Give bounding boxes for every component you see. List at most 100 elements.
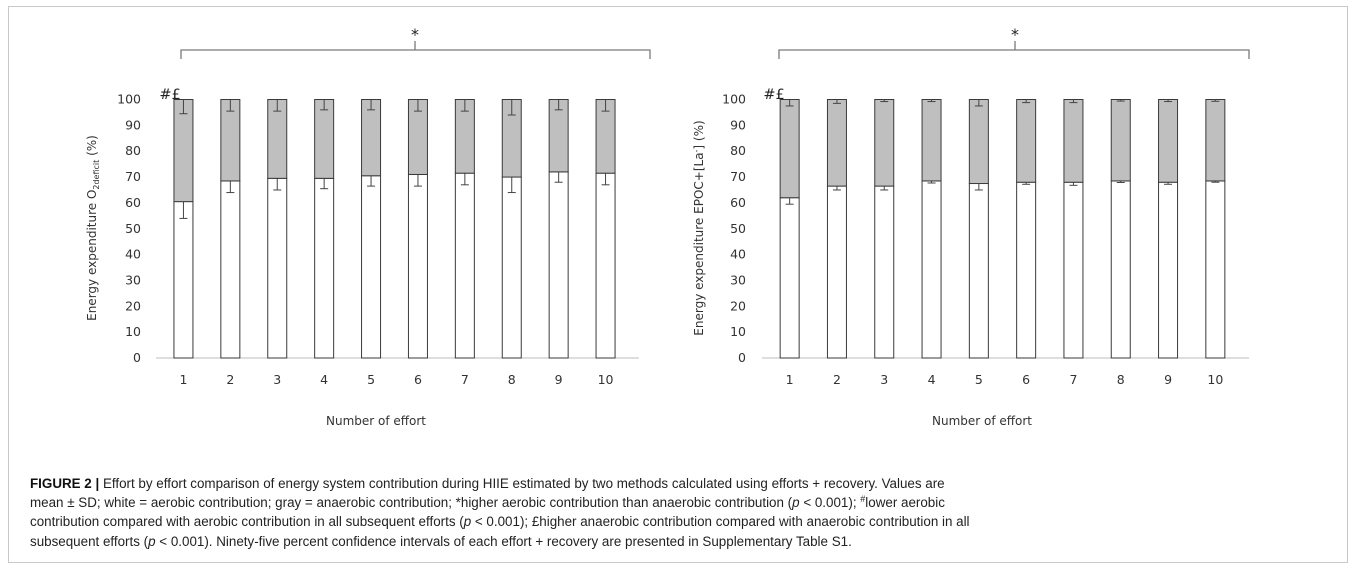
y-tick-label: 100	[722, 92, 746, 107]
bar-aerobic	[548, 171, 569, 359]
y-axis-title-superscript: -	[692, 149, 701, 152]
x-tick-label: 9	[1164, 372, 1172, 387]
x-tick-label: 2	[226, 372, 234, 387]
x-tick-label: 2	[833, 372, 841, 387]
y-axis-title-unit: (%)	[85, 135, 99, 160]
x-tick-label: 6	[414, 372, 422, 387]
y-tick-label: 60	[730, 195, 746, 210]
bar-anaerobic	[921, 99, 942, 182]
y-axis-title: Energy expenditure EPOC+[La-] (%)	[692, 120, 706, 335]
y-tick-label: 70	[730, 169, 746, 184]
bar-anaerobic	[548, 99, 569, 173]
y-tick-label: 30	[125, 272, 141, 287]
first-bar-annotation: #£	[159, 87, 180, 103]
y-tick-label: 60	[125, 195, 141, 210]
y-tick-label: 90	[125, 117, 141, 132]
y-tick-label: 10	[125, 324, 141, 339]
bar-anaerobic	[1016, 99, 1037, 183]
bar-aerobic	[1016, 181, 1037, 359]
y-tick-label: 50	[125, 221, 141, 236]
caption-p-symbol: p	[792, 495, 800, 511]
y-axis-title-main: Energy expenditure EPOC+[La	[692, 152, 706, 335]
significance-star: *	[1011, 25, 1019, 44]
bar-aerobic	[1158, 181, 1179, 359]
caption-text-2b: < 0.001);	[799, 495, 861, 511]
figure-caption: FIGURE 2 | Effort by effort comparison o…	[30, 474, 1330, 551]
x-tick-label: 5	[367, 372, 375, 387]
caption-text-3b: < 0.001); £higher anaerobic contribution…	[471, 514, 970, 530]
bar-anaerobic	[826, 99, 847, 187]
bar-aerobic	[361, 175, 382, 359]
bar-anaerobic	[874, 99, 895, 187]
bar-anaerobic	[1063, 99, 1084, 183]
caption-text-3a: contribution compared with aerobic contr…	[30, 514, 464, 530]
bar-anaerobic	[220, 99, 241, 182]
x-tick-label: 8	[508, 372, 516, 387]
chart-panel-1: 0 10 20 30 40 50 60 70 80 90 100 1 2 3 4 5 6 7 8 9 10 Number …	[85, 25, 651, 428]
caption-line-3: contribution compared with aerobic contr…	[30, 512, 1330, 531]
y-axis-title-unit: ] (%)	[692, 120, 706, 149]
y-tick-label: 0	[133, 350, 141, 365]
bar-aerobic	[826, 185, 847, 359]
y-axis-title-subscript: 2deficit	[92, 160, 101, 190]
y-axis-title-main: Energy expenditure O	[85, 190, 99, 321]
bar-aerobic	[1110, 180, 1131, 359]
x-tick-label: 4	[320, 372, 328, 387]
x-tick-label: 7	[1069, 372, 1077, 387]
bar-aerobic	[407, 173, 428, 359]
x-axis-title: Number of effort	[932, 414, 1032, 428]
y-tick-label: 80	[125, 143, 141, 158]
bar-anaerobic	[1205, 99, 1226, 182]
y-tick-label: 10	[730, 324, 746, 339]
bar-aerobic	[1063, 181, 1084, 359]
bar-aerobic	[874, 185, 895, 359]
caption-p-symbol: p	[148, 533, 156, 549]
bar-aerobic	[173, 201, 194, 359]
x-tick-label: 10	[1207, 372, 1223, 387]
x-tick-label: 9	[555, 372, 563, 387]
bar-aerobic	[595, 172, 616, 359]
first-bar-annotation: #£	[763, 87, 784, 103]
caption-text-2c: lower aerobic	[865, 495, 945, 511]
bar-aerobic	[968, 183, 989, 359]
x-tick-label: 3	[273, 372, 281, 387]
bar-aerobic	[921, 180, 942, 359]
bar-anaerobic	[361, 99, 382, 177]
significance-star: *	[411, 25, 419, 44]
caption-line-2: mean ± SD; white = aerobic contribution;…	[30, 493, 1330, 512]
x-tick-label: 3	[880, 372, 888, 387]
bar-aerobic	[220, 180, 241, 359]
x-tick-label: 1	[786, 372, 794, 387]
bar-aerobic	[314, 177, 335, 359]
significance-bracket	[778, 49, 1250, 59]
y-tick-label: 40	[730, 247, 746, 262]
y-tick-label: 90	[730, 117, 746, 132]
caption-p-symbol: p	[463, 514, 472, 530]
caption-text-4a: subsequent efforts (	[30, 533, 149, 549]
caption-lead: FIGURE 2 |	[30, 476, 100, 491]
x-tick-label: 5	[975, 372, 983, 387]
bar-aerobic	[454, 172, 475, 359]
caption-text-1: Effort by effort comparison of energy sy…	[99, 476, 945, 491]
bar-anaerobic	[314, 99, 335, 179]
bar-anaerobic	[1158, 99, 1179, 183]
x-tick-label: 1	[179, 372, 187, 387]
bar-anaerobic	[779, 99, 800, 199]
y-tick-label: 70	[125, 169, 141, 184]
x-axis-title: Number of effort	[326, 414, 426, 428]
y-tick-label: 30	[730, 272, 746, 287]
bar-aerobic	[779, 197, 800, 359]
caption-line-4: subsequent efforts (p < 0.001). Ninety-f…	[30, 532, 1330, 551]
y-axis-title: Energy expenditure O2deficit (%)	[85, 135, 101, 321]
significance-bracket	[180, 49, 651, 59]
caption-line-1: FIGURE 2 | Effort by effort comparison o…	[30, 474, 1330, 493]
chart-panel-2: 0 10 20 30 40 50 60 70 80 90 100 1 2 3 4 5 6 7 8 9 10 Number …	[692, 25, 1250, 428]
y-tick-label: 80	[730, 143, 746, 158]
bar-aerobic	[267, 177, 288, 359]
y-tick-label: 50	[730, 221, 746, 236]
caption-text-2a: mean ± SD; white = aerobic contribution;…	[30, 495, 793, 511]
x-tick-label: 4	[928, 372, 936, 387]
bar-anaerobic	[968, 99, 989, 185]
y-tick-label: 0	[738, 350, 746, 365]
